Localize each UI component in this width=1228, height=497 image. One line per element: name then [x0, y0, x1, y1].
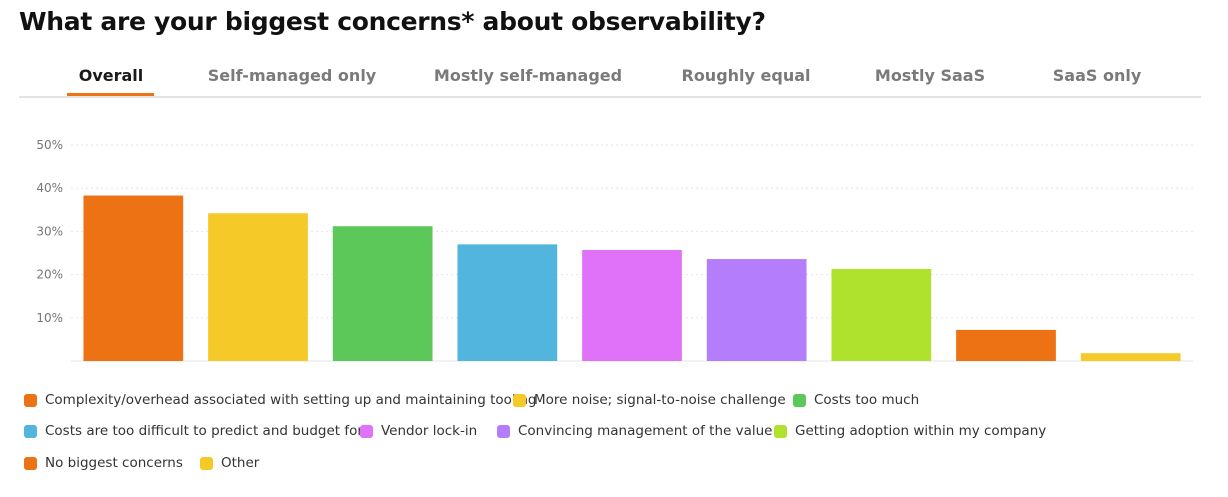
bar[interactable]: Costs too much: [332, 226, 433, 361]
legend-item[interactable]: Costs are too difficult to predict and b…: [24, 423, 363, 439]
legend-item[interactable]: Complexity/overhead associated with sett…: [24, 392, 537, 408]
legend-label: Costs are too difficult to predict and b…: [45, 423, 363, 439]
bar[interactable]: Costs are too difficult to predict and b…: [457, 244, 558, 361]
legend-swatch: [24, 456, 37, 470]
y-tick-label: 10%: [36, 311, 63, 325]
legend-swatch: [200, 456, 213, 470]
bar[interactable]: No biggest concerns: [956, 329, 1056, 361]
tab-bar: Overall Self-managed only Mostly self-ma…: [19, 60, 1201, 98]
legend-swatch: [793, 393, 806, 407]
bar[interactable]: Complexity/overhead associated with sett…: [83, 195, 184, 361]
y-tick-label: 30%: [36, 224, 63, 238]
legend-swatch: [360, 424, 373, 438]
y-tick-label: 20%: [36, 268, 63, 282]
legend-swatch: [497, 424, 510, 438]
bar-chart: 10% 20% 30% 40% 50% Complexity/overhead assoc…: [36, 138, 1193, 362]
y-tick-label: 40%: [36, 181, 63, 195]
legend-label: Getting adoption within my company: [795, 423, 1047, 439]
legend-item[interactable]: Costs too much: [793, 392, 919, 408]
legend-swatch: [774, 424, 787, 438]
legend-item[interactable]: Other: [200, 455, 259, 471]
legend-label: Vendor lock-in: [381, 423, 478, 439]
tab-saas-only[interactable]: SaaS only: [1052, 66, 1142, 85]
legend-label: More noise; signal-to-noise challenge: [534, 392, 786, 408]
legend-swatch: [513, 393, 526, 407]
tab-mostly-self-managed[interactable]: Mostly self-managed: [433, 66, 623, 85]
bar[interactable]: More noise; signal-to-noise challenge: [208, 213, 308, 361]
legend-swatch: [24, 393, 37, 407]
tab-mostly-saas[interactable]: Mostly SaaS: [874, 66, 986, 85]
legend-item[interactable]: Vendor lock-in: [360, 423, 477, 439]
legend-item[interactable]: No biggest concerns: [24, 455, 183, 471]
legend-item[interactable]: Getting adoption within my company: [774, 423, 1046, 439]
page-title: What are your biggest concerns* about ob…: [19, 7, 766, 36]
y-tick-label: 50%: [36, 138, 63, 152]
tab-overall[interactable]: Overall: [78, 66, 144, 85]
legend-label: Other: [221, 455, 260, 471]
legend-label: Costs too much: [814, 392, 920, 408]
legend-label: Complexity/overhead associated with sett…: [45, 392, 537, 408]
legend-label: Convincing management of the value: [518, 423, 773, 439]
tab-roughly-equal[interactable]: Roughly equal: [681, 66, 811, 85]
bar[interactable]: Getting adoption within my company: [831, 268, 932, 361]
tab-self-managed-only[interactable]: Self-managed only: [207, 66, 377, 85]
legend-item[interactable]: More noise; signal-to-noise challenge: [513, 392, 786, 408]
active-tab-indicator: [67, 93, 154, 96]
bar[interactable]: Convincing management of the value: [706, 259, 807, 361]
bar[interactable]: Other: [1080, 353, 1181, 361]
legend-item[interactable]: Convincing management of the value: [497, 423, 772, 439]
legend-swatch: [24, 424, 37, 438]
legend-label: No biggest concerns: [45, 455, 183, 471]
bar[interactable]: Vendor lock-in: [582, 249, 682, 361]
